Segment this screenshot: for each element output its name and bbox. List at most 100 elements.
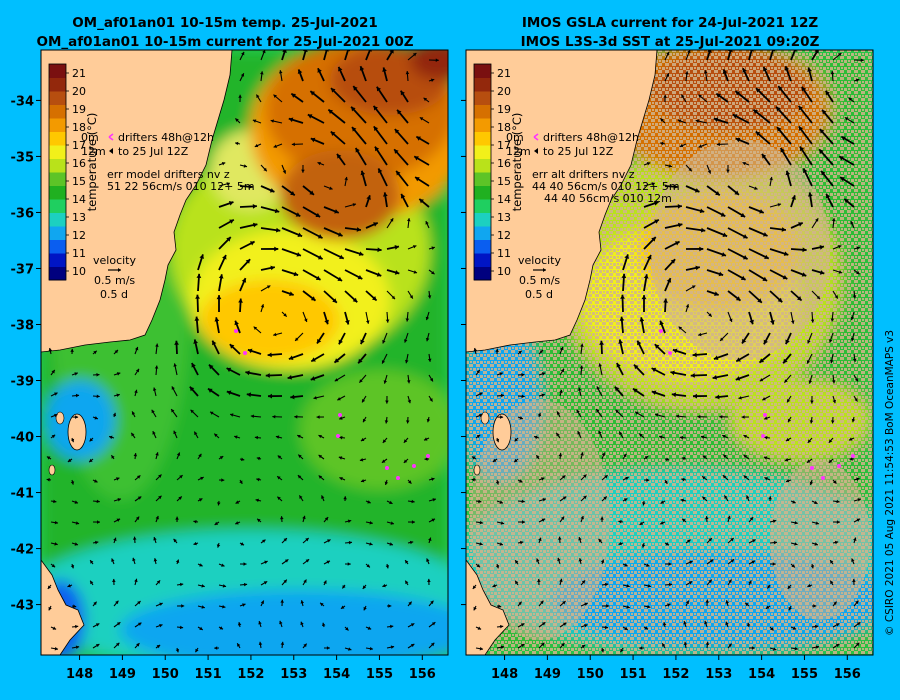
current-arrowhead [343, 496, 347, 500]
current-arrowhead [155, 452, 159, 456]
colorbar-swatch [474, 199, 491, 213]
current-arrowhead [360, 170, 366, 176]
current-arrowhead [777, 127, 782, 132]
current-arrowhead [856, 622, 861, 626]
current-arrowhead [815, 645, 820, 649]
current-arrowhead [377, 247, 382, 253]
current-arrowhead [801, 272, 807, 277]
current-arrowhead [263, 581, 268, 585]
current-arrowhead [679, 143, 684, 148]
current-arrowhead [258, 621, 262, 625]
current-arrowhead [366, 195, 371, 200]
current-arrowhead [94, 479, 98, 483]
current-arrowhead [321, 622, 326, 627]
current-arrowhead [256, 94, 260, 99]
current-arrowhead [581, 580, 586, 584]
current-arrowhead [382, 340, 386, 344]
current-arrowhead [366, 564, 370, 568]
current-arrowhead [808, 380, 813, 384]
current-arrowhead [283, 538, 287, 542]
current-arrowhead [707, 50, 712, 53]
current-arrowhead [713, 355, 719, 360]
current-arrowhead [293, 271, 299, 277]
current-arrowhead [536, 558, 540, 562]
current-arrowhead [719, 415, 723, 419]
left-small-island [48, 464, 56, 476]
current-arrowhead [179, 475, 183, 479]
current-arrowhead [297, 232, 303, 237]
drifter-marker-icon [533, 133, 539, 141]
current-arrowhead [536, 455, 540, 459]
current-arrowhead [542, 498, 546, 502]
current-arrowhead [856, 477, 860, 481]
current-arrowhead [694, 188, 700, 193]
current-arrowhead [403, 459, 408, 463]
colorbar-tick-label: 17 [72, 139, 86, 152]
current-arrowhead [836, 499, 840, 504]
current-arrowhead [338, 339, 343, 345]
current-arrowhead [54, 520, 58, 525]
current-arrowhead [234, 435, 238, 439]
current-arrowhead [151, 409, 155, 414]
current-arrowhead [557, 536, 562, 540]
current-arrowhead [48, 606, 52, 611]
current-arrowhead [369, 542, 373, 546]
current-arrowhead [132, 536, 137, 540]
current-arrowhead [263, 167, 267, 172]
current-arrowhead [270, 119, 274, 123]
current-vector [365, 50, 371, 61]
current-arrowhead [665, 457, 670, 462]
current-arrowhead [479, 520, 483, 525]
current-arrowhead [499, 500, 503, 504]
current-arrowhead [373, 222, 378, 227]
current-arrowhead [598, 538, 602, 543]
current-arrowhead [432, 498, 436, 502]
current-arrowhead [222, 584, 227, 588]
left-small-island [55, 411, 65, 425]
lat-tick-label: -40 [11, 431, 35, 446]
current-arrowhead [828, 439, 833, 443]
current-arrowhead [274, 246, 279, 252]
current-arrowhead [601, 452, 606, 456]
left-current-arrows [46, 50, 439, 653]
current-arrowhead [362, 398, 366, 403]
colorbar-swatch [49, 185, 66, 200]
current-arrowhead [235, 118, 239, 122]
current-arrowhead [207, 388, 213, 393]
current-arrowhead [520, 540, 524, 545]
current-vector [790, 50, 796, 61]
current-arrowhead [352, 127, 357, 132]
current-arrowhead [53, 499, 57, 504]
lat-tick-label: -35 [11, 150, 35, 165]
current-arrowhead [584, 623, 588, 628]
current-arrowhead [212, 340, 217, 346]
current-arrowhead [722, 434, 726, 439]
current-arrowhead [303, 579, 307, 584]
current-arrowhead [178, 496, 182, 500]
current-arrowhead [410, 623, 415, 627]
current-arrowhead [644, 626, 648, 630]
current-arrowhead [745, 602, 749, 607]
current-arrowhead [406, 218, 411, 222]
current-arrowhead [317, 161, 321, 166]
current-arrowhead [651, 367, 657, 373]
current-arrowhead [783, 251, 789, 256]
current-arrowhead [214, 521, 219, 525]
current-arrowhead [400, 90, 405, 96]
current-vector [769, 50, 774, 61]
current-arrowhead [70, 348, 74, 352]
current-arrowhead [288, 117, 294, 123]
current-arrowhead [791, 195, 796, 200]
current-arrowhead [321, 495, 325, 499]
current-arrowhead [337, 397, 341, 401]
current-arrowhead [579, 365, 584, 369]
current-arrowhead [784, 458, 789, 462]
current-arrowhead [692, 352, 697, 358]
current-arrowhead [273, 332, 277, 337]
current-arrowhead [304, 318, 308, 322]
current-arrowhead [500, 393, 505, 398]
current-arrowhead [702, 496, 706, 501]
current-arrowhead [840, 177, 845, 182]
current-arrowhead [239, 480, 243, 484]
current-arrowhead [132, 557, 136, 562]
